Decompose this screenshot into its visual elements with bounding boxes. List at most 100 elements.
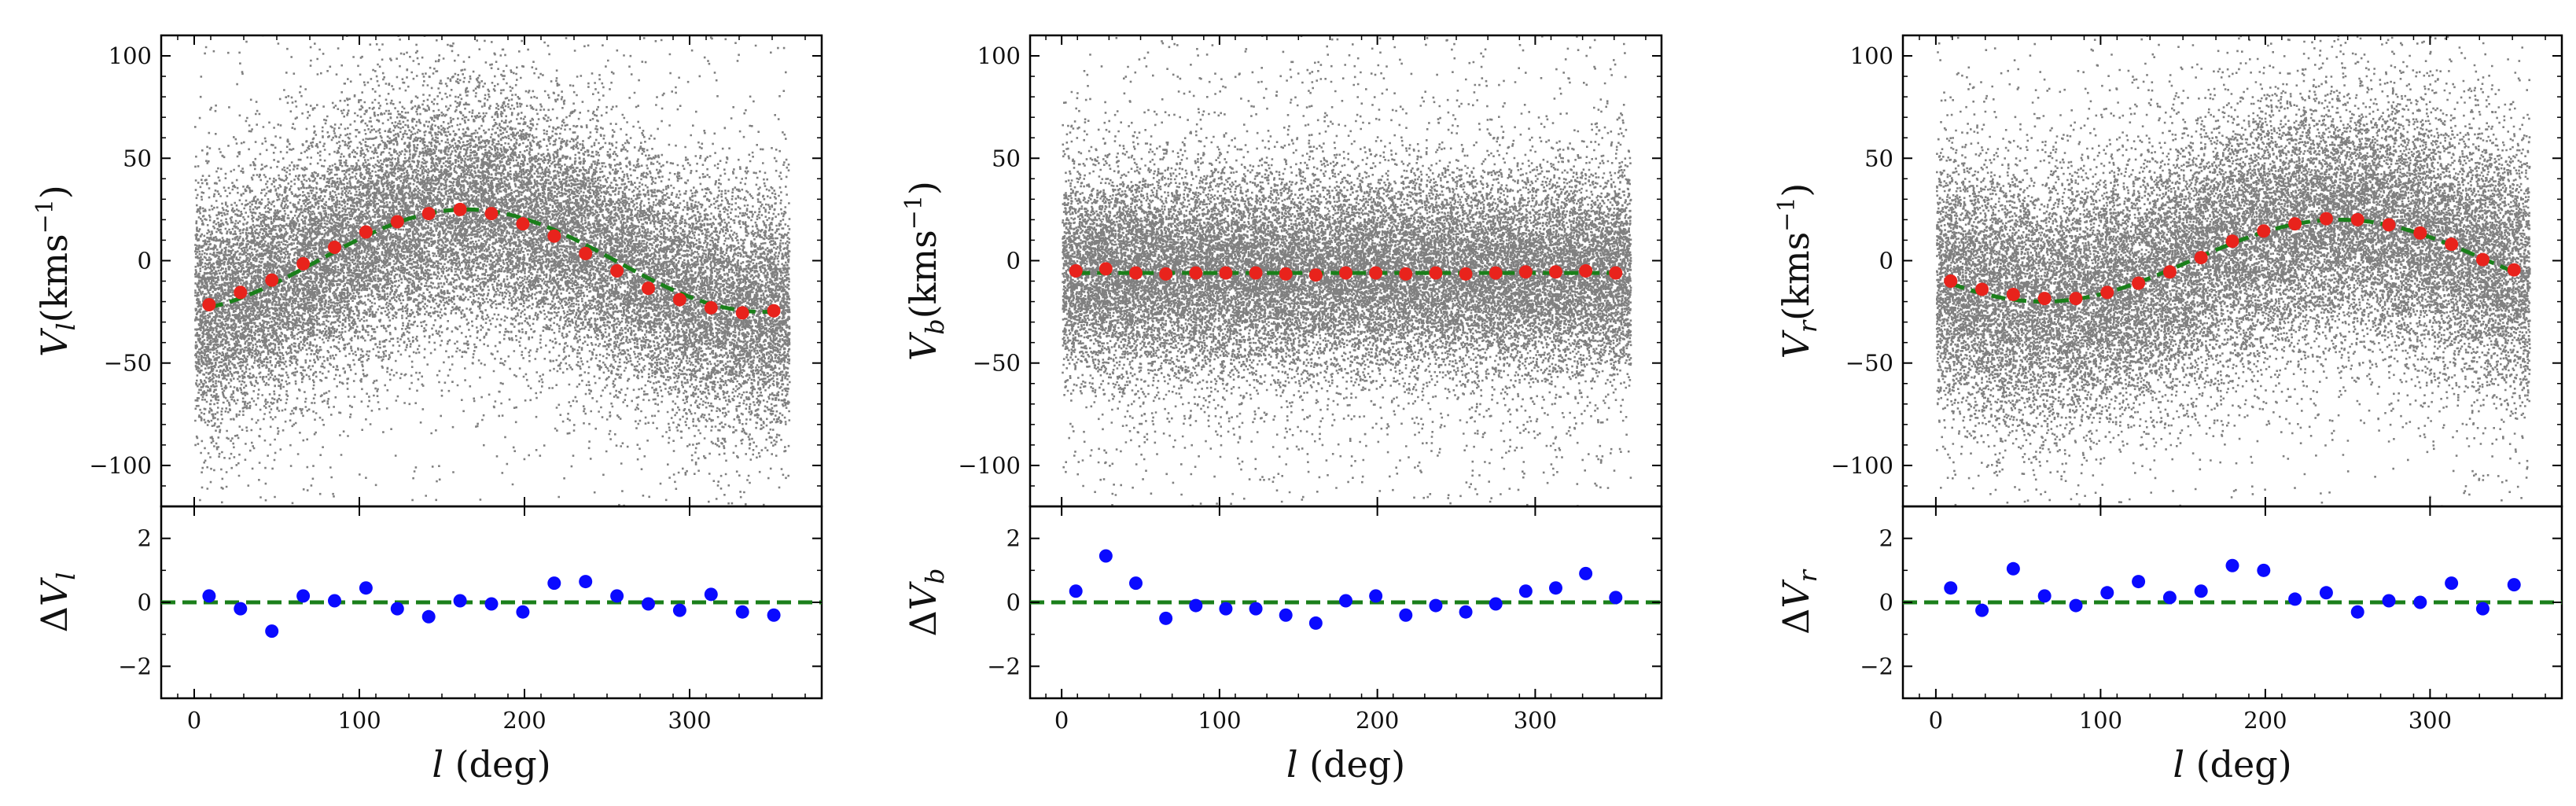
x-tick-label: 300 — [1514, 707, 1557, 734]
residual-point — [610, 589, 624, 602]
residual-point — [485, 598, 499, 611]
residual-point — [2038, 589, 2052, 602]
residual-point — [2413, 596, 2427, 609]
binned-point — [2445, 237, 2458, 251]
binned-point — [1579, 264, 1592, 278]
x-tick-label: 0 — [187, 707, 201, 734]
residual-point — [1069, 584, 1083, 598]
residual-point — [673, 604, 686, 617]
residual-y-tick-label: −2 — [987, 653, 1021, 679]
residual-point — [1399, 609, 1412, 622]
binned-point — [2476, 253, 2490, 267]
binned-point — [1309, 268, 1323, 282]
y-tick-label: −50 — [104, 350, 152, 377]
residual-point — [547, 576, 561, 590]
binned-point — [1975, 282, 1989, 296]
y-tick-label: 0 — [1879, 247, 1893, 274]
residual-y-tick-label: 0 — [1006, 589, 1021, 616]
binned-point — [2163, 265, 2177, 278]
residual-point — [767, 609, 781, 622]
residual-point — [2069, 599, 2082, 613]
scatter-cloud — [1936, 26, 2531, 519]
residual-y-tick-label: 2 — [1006, 525, 1021, 552]
binned-point — [1129, 267, 1143, 280]
residual-point — [1459, 605, 1473, 619]
residual-point — [234, 602, 247, 616]
y-tick-label: 50 — [992, 145, 1021, 171]
y-tick-label: 0 — [138, 247, 152, 274]
binned-point — [1099, 262, 1113, 275]
residual-point — [1944, 581, 1957, 594]
residual-y-tick-label: 2 — [138, 525, 152, 552]
residual-point — [422, 610, 436, 624]
residual-point — [2288, 592, 2302, 605]
binned-point — [736, 306, 749, 319]
residual-point — [2007, 562, 2020, 576]
residual-point — [2476, 602, 2490, 616]
residual-point — [391, 602, 404, 616]
x-tick-label: 0 — [1054, 707, 1069, 734]
y-tick-label: −50 — [973, 350, 1021, 377]
residual-y-tick-label: 2 — [1879, 525, 1893, 552]
binned-point — [1339, 267, 1352, 280]
residual-y-axis-label: ΔVr — [1775, 569, 1823, 634]
x-axis-label: l (deg) — [432, 743, 550, 786]
binned-point — [2132, 277, 2145, 290]
binned-point — [1399, 267, 1412, 281]
y-axis-label: Vr(kms−1) — [1773, 183, 1823, 359]
residual-point — [359, 581, 373, 594]
residual-point — [642, 598, 655, 611]
binned-point — [454, 203, 467, 216]
residual-point — [2508, 578, 2521, 591]
binned-point — [1159, 267, 1172, 281]
binned-point — [610, 264, 624, 278]
binned-point — [2508, 263, 2521, 277]
binned-point — [1189, 267, 1202, 280]
residual-point — [2351, 605, 2364, 619]
residual-point — [1489, 598, 1503, 611]
x-tick-label: 300 — [2409, 707, 2452, 734]
y-tick-label: −50 — [1846, 350, 1893, 377]
binned-point — [296, 257, 310, 271]
binned-point — [485, 207, 499, 220]
binned-point — [547, 230, 561, 243]
binned-point — [2351, 213, 2364, 226]
residual-point — [296, 589, 310, 602]
binned-point — [2007, 288, 2020, 301]
binned-point — [2413, 226, 2427, 240]
binned-point — [1429, 267, 1442, 280]
residual-point — [265, 624, 278, 638]
residual-point — [2383, 594, 2396, 607]
binned-point — [2100, 285, 2114, 299]
y-tick-label: 50 — [123, 145, 152, 171]
residual-y-axis-label: ΔVb — [902, 569, 950, 637]
residual-point — [2195, 584, 2208, 598]
binned-point — [767, 304, 781, 318]
binned-point — [2038, 292, 2052, 305]
residual-point — [1369, 589, 1382, 602]
binned-point — [2288, 217, 2302, 230]
residual-y-axis-label: ΔVl — [33, 572, 81, 633]
binned-point — [1369, 267, 1382, 280]
binned-point — [705, 301, 718, 315]
y-tick-label: −100 — [1831, 452, 1893, 479]
residual-point — [705, 587, 718, 601]
binned-point — [2257, 224, 2270, 237]
binned-point — [1944, 274, 1957, 288]
x-axis-label: l (deg) — [2173, 743, 2291, 786]
y-axis-label: Vl(kms−1) — [31, 185, 81, 357]
binned-point — [2383, 218, 2396, 231]
binned-point — [265, 274, 278, 287]
binned-point — [234, 285, 247, 299]
residual-point — [516, 605, 529, 619]
binned-point — [2069, 292, 2082, 305]
y-tick-label: −100 — [89, 452, 152, 479]
residual-point — [2257, 564, 2270, 577]
binned-point — [2226, 234, 2239, 248]
residual-point — [2226, 559, 2239, 572]
binned-point — [1069, 264, 1083, 278]
residual-point — [1975, 604, 1989, 617]
binned-point — [2195, 251, 2208, 264]
residual-y-tick-label: 0 — [138, 589, 152, 616]
